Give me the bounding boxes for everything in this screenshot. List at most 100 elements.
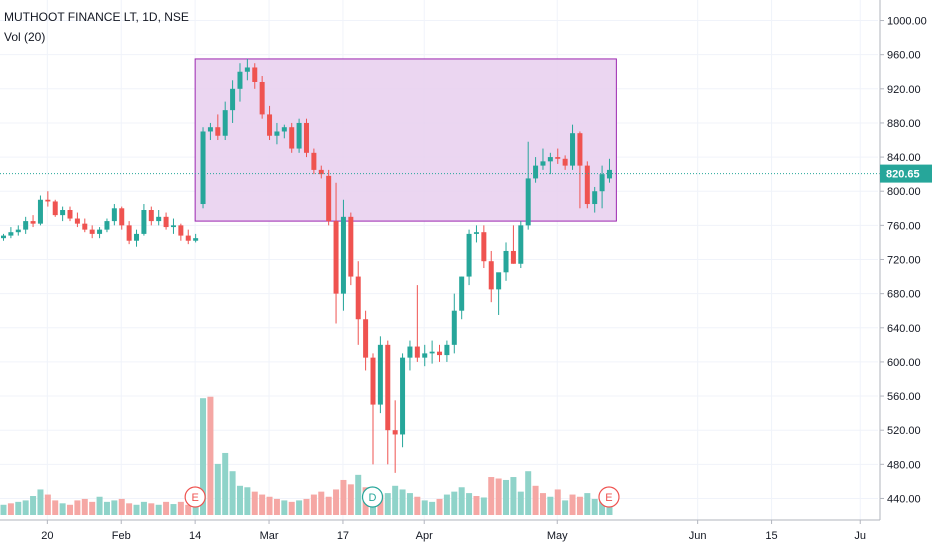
grid-lines (0, 0, 878, 520)
candle-body (289, 127, 295, 149)
candle-body (104, 221, 110, 230)
volume-bar (569, 494, 576, 515)
candle-body (311, 152, 317, 170)
volume-bar (562, 500, 569, 515)
volume-bar (377, 494, 384, 515)
volume-bar (52, 500, 59, 515)
volume-bar (525, 471, 532, 515)
candle-body (126, 225, 132, 241)
time-tick-label: Apr (416, 530, 433, 542)
candle-body (584, 165, 590, 205)
volume-bar (451, 491, 458, 515)
volume-bar (392, 485, 399, 515)
volume-indicator-label[interactable]: Vol (20) (4, 30, 46, 44)
volume-bar (126, 503, 133, 515)
time-tick-label: May (547, 530, 568, 542)
candle-body (592, 191, 598, 205)
candle-body (355, 276, 361, 320)
candle-body (303, 122, 309, 153)
volume-bar (222, 452, 229, 515)
last-price-badge (880, 164, 932, 183)
volume-bar (399, 489, 406, 515)
volume-bar (111, 500, 118, 515)
time-tick-label: Jun (689, 530, 707, 542)
candle-body (30, 221, 36, 224)
candle-body (400, 357, 406, 435)
candle-body (348, 216, 354, 277)
volume-bar (576, 496, 583, 515)
volume-bar (133, 504, 140, 515)
volume-bar (473, 496, 480, 515)
candle-body (540, 161, 546, 166)
volume-bar (207, 396, 214, 515)
candle-body (577, 133, 583, 166)
price-axis[interactable]: 1000.00 960.00 920.00 880.00 840.00 800.00 760… (879, 0, 932, 550)
candle-body (82, 223, 88, 230)
volume-bar (288, 501, 295, 515)
volume-bar (22, 500, 29, 515)
candle-body (52, 201, 58, 216)
volume-bar (236, 485, 243, 515)
volume-bar (539, 493, 546, 515)
volume-bar (517, 491, 524, 515)
volume-bar (488, 477, 495, 515)
volume-bar (273, 498, 280, 515)
candle-body (15, 229, 21, 233)
time-axis[interactable]: 20 Feb 14 Mar 17 Apr May Jun 15 Ju (0, 519, 880, 542)
candle-body (392, 430, 398, 435)
volume-bar (466, 493, 473, 515)
candle-body (370, 357, 376, 405)
candle-body (407, 346, 413, 358)
candle-body (422, 353, 428, 358)
volume-bar (406, 493, 413, 515)
candle-body (97, 229, 103, 234)
candle-body (599, 174, 605, 192)
volume-bar (140, 501, 147, 515)
volume-bar (503, 479, 510, 515)
candle-body (156, 216, 162, 222)
candle-body (533, 165, 539, 179)
volume-bar (7, 503, 14, 515)
candle-body (318, 169, 324, 175)
volume-bar (281, 500, 288, 515)
candle-body (244, 67, 250, 72)
candle-body (23, 221, 29, 230)
candle-body (437, 351, 443, 356)
volume-bar (310, 494, 317, 515)
candle-body (340, 216, 346, 294)
price-tick-label: 680.00 (887, 289, 921, 301)
candle-body (377, 344, 383, 405)
symbol-title[interactable]: MUTHOOT FINANCE LT, 1D, NSE (4, 10, 189, 24)
volume-bar (37, 489, 44, 515)
time-tick-label: Feb (112, 530, 131, 542)
candle-body (178, 225, 184, 236)
candle-body (148, 210, 154, 222)
volume-bar (510, 477, 517, 515)
volume-bar (318, 491, 325, 515)
candle-body (466, 233, 472, 277)
volume-bar (103, 501, 110, 515)
earnings-event-marker (184, 486, 206, 508)
rectangle-zone[interactable] (194, 58, 617, 222)
volume-bar (30, 496, 37, 515)
volume-bar (259, 494, 266, 515)
candle-body (134, 233, 140, 241)
candle-body (193, 238, 199, 241)
candle-body (74, 218, 80, 224)
volume-bar (44, 494, 51, 515)
candle-body (326, 175, 332, 222)
volume-bar (591, 498, 598, 515)
volume-bar (177, 501, 184, 515)
candle-body (451, 310, 457, 345)
time-tick-label: Mar (260, 530, 279, 542)
volume-bar (81, 498, 88, 515)
volume-bars (0, 396, 613, 515)
candle-body (259, 81, 265, 115)
price-tick-label: 520.00 (887, 425, 921, 437)
price-tick-label: 760.00 (887, 220, 921, 232)
volume-bar (436, 498, 443, 515)
candle-body (496, 272, 502, 290)
price-axis-background (880, 0, 932, 550)
